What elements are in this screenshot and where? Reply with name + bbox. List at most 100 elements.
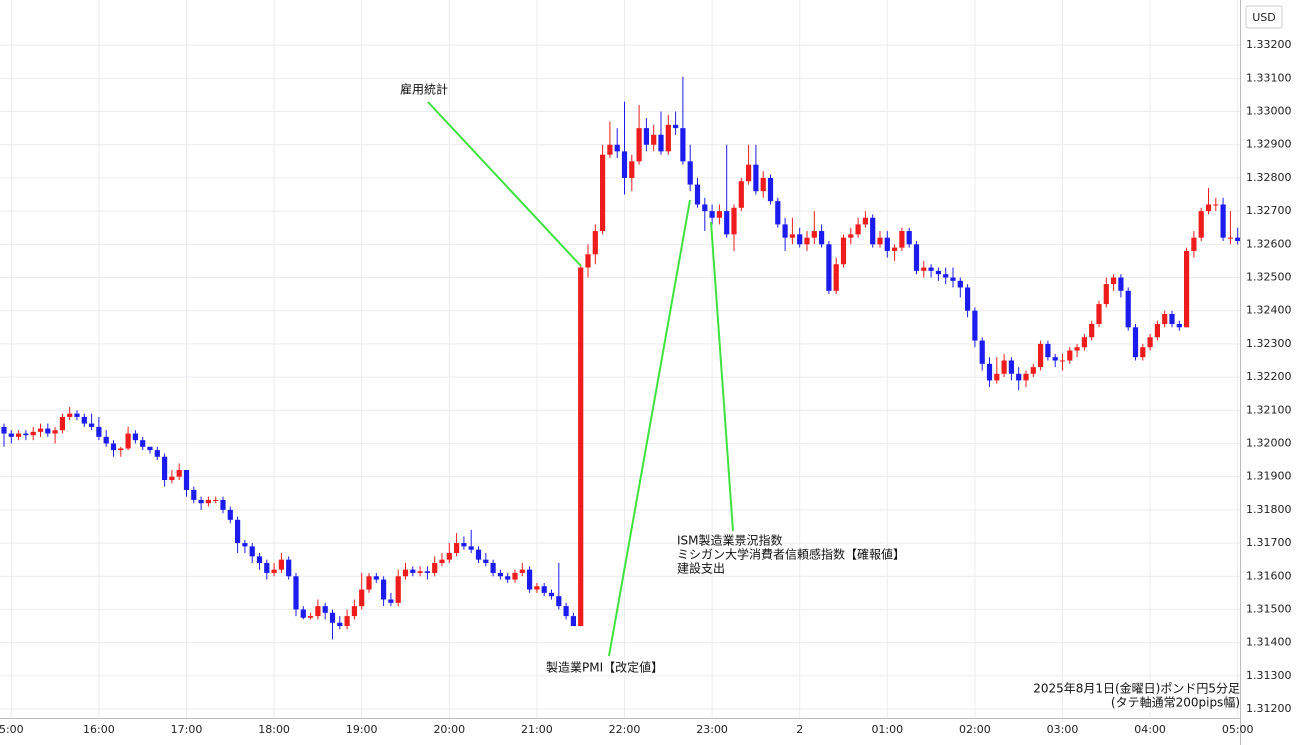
candle-body	[293, 576, 299, 610]
candle-body	[673, 124, 679, 129]
currency: USD	[1252, 11, 1276, 24]
candle-body	[943, 274, 949, 278]
annotation: 雇用統計	[400, 82, 448, 97]
candle-body	[1162, 314, 1168, 324]
x-tick-label: 05:00	[1222, 723, 1254, 736]
candle-body	[505, 576, 511, 580]
candle-body	[475, 549, 482, 560]
candle-body	[286, 559, 292, 577]
candle-body	[877, 237, 883, 245]
y-tick-label: 1.33200	[1246, 38, 1292, 51]
candle-body	[556, 596, 562, 607]
candle-body	[81, 416, 87, 424]
candle-body	[191, 489, 197, 500]
candle-body	[432, 562, 438, 573]
candle-body	[1176, 323, 1182, 328]
candle-body	[986, 363, 993, 381]
candle-body	[636, 128, 642, 162]
candle-body	[1220, 204, 1226, 238]
candle-body	[592, 231, 598, 255]
y-tick-label: 1.31900	[1246, 470, 1292, 483]
candle-body	[103, 436, 109, 444]
candle-body	[59, 416, 65, 431]
candle-body	[621, 151, 628, 178]
x-tick-label: 04:00	[1134, 723, 1166, 736]
candle-body	[1008, 360, 1014, 374]
candle-body	[680, 128, 686, 162]
candle-body	[921, 267, 927, 271]
candle-body	[278, 559, 284, 570]
candle-body	[1213, 204, 1219, 206]
note: (タテ軸通常200pips幅)	[1111, 695, 1240, 710]
candle-body	[950, 277, 956, 281]
candle-body	[132, 433, 138, 441]
candle-body	[242, 543, 248, 547]
candle-body	[198, 499, 204, 504]
candle-body	[1205, 204, 1212, 212]
candle-body	[52, 430, 58, 434]
candle-body	[760, 177, 766, 192]
candle-body	[811, 231, 817, 238]
candle-body	[23, 433, 29, 436]
candle-body	[308, 616, 314, 618]
x-tick-label: 22:00	[609, 723, 641, 736]
candle-body	[205, 499, 211, 504]
y-tick-label: 1.31200	[1246, 702, 1292, 715]
y-tick-label: 1.32000	[1246, 436, 1292, 449]
candle-body	[1001, 360, 1007, 374]
candle-body	[366, 576, 372, 590]
x-tick-label: 19:00	[346, 723, 378, 736]
candle-body	[359, 589, 365, 607]
candle-body	[928, 267, 934, 271]
y-tick-label: 1.32200	[1246, 370, 1292, 383]
x-tick-label: 20:00	[433, 723, 465, 736]
candle-body	[753, 164, 759, 192]
candle-body	[1235, 237, 1241, 241]
candle-body	[483, 559, 489, 563]
y-tick-label: 1.31500	[1246, 602, 1292, 615]
candle-body	[716, 211, 722, 218]
candle-body	[468, 546, 474, 550]
candle-body	[264, 562, 270, 573]
candle-body	[1096, 304, 1102, 324]
candle-body	[804, 237, 810, 245]
candle-body	[67, 413, 73, 417]
candle-body	[1, 426, 7, 434]
x-tick-label: 5:00	[0, 723, 24, 736]
candles	[1, 76, 1241, 640]
candle-body	[1038, 343, 1044, 368]
candle-body	[1081, 337, 1087, 348]
candle-body	[454, 543, 460, 554]
candle-body	[585, 254, 591, 268]
candle-body	[373, 576, 379, 580]
annotation: 製造業PMI【改定値】	[546, 660, 663, 675]
candle-body	[388, 599, 394, 603]
candle-body	[439, 559, 445, 563]
candle-body	[892, 247, 898, 251]
axis-labels: 1.31200 1.31300 1.31400 1.31500 1.31600 1.317…	[0, 38, 1292, 736]
candle-body	[899, 231, 905, 248]
y-tick-label: 1.31600	[1246, 569, 1292, 582]
candle-body	[169, 476, 175, 480]
candle-body	[1052, 357, 1058, 361]
y-tick-label: 1.32800	[1246, 171, 1292, 184]
candle-body	[490, 562, 496, 573]
candle-body	[1016, 373, 1022, 381]
y-tick-label: 1.33100	[1246, 71, 1292, 84]
candle-body	[1045, 343, 1051, 358]
candle-body	[1111, 277, 1117, 285]
candle-body	[395, 576, 401, 603]
y-tick-label: 1.32600	[1246, 237, 1292, 250]
candle-body	[527, 569, 533, 590]
candle-body	[300, 609, 306, 618]
candle-body	[271, 569, 277, 573]
candle-body	[410, 569, 416, 573]
candle-body	[1147, 337, 1153, 348]
candle-body	[446, 553, 452, 560]
x-tick-label: 2	[796, 723, 803, 736]
candle-body	[826, 244, 832, 291]
candle-body	[74, 413, 80, 417]
candle-body	[1154, 323, 1160, 338]
candle-body	[570, 616, 576, 627]
